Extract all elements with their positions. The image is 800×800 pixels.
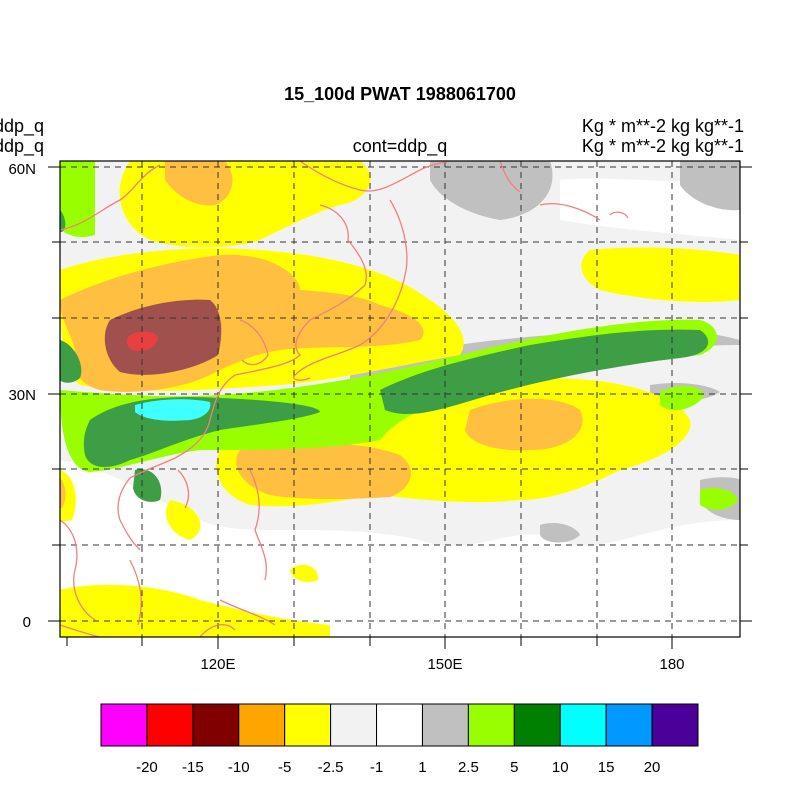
map-title: 15_100d PWAT 1988061700	[284, 84, 516, 104]
contour-field-label: cont=ddp_q	[352, 136, 448, 156]
coastline-indochina	[60, 519, 142, 626]
colorbar-label: 5	[510, 759, 518, 776]
lightgreen-east-patch	[700, 488, 738, 510]
coastline-sakhalin-japan	[293, 199, 408, 381]
lon-label-120e: 120E	[200, 656, 235, 673]
yellow-east-patch	[581, 247, 740, 302]
colorbar-swatch	[605, 703, 653, 747]
plot-frame	[59, 160, 741, 638]
lon-label-150e: 150E	[427, 656, 462, 673]
coastline-korea	[239, 319, 269, 366]
coastline-north-asia	[60, 161, 521, 231]
colorbar-label: 15	[598, 759, 615, 776]
coastline-east-asia	[117, 204, 367, 551]
coastlines	[60, 161, 629, 637]
colorbar-swatch	[421, 703, 469, 747]
gray-small-patch-1	[540, 523, 580, 543]
colorbar-label: 1	[418, 759, 426, 776]
gridlines	[60, 161, 740, 637]
gray-north-patch	[430, 161, 553, 220]
coastline-hainan	[177, 469, 190, 509]
colorbar-swatch	[238, 703, 286, 747]
gray-regions	[350, 161, 740, 543]
map-plot-area	[60, 161, 740, 637]
darkgreen-west-patch	[60, 340, 82, 383]
colorbar-swatch	[100, 703, 148, 747]
colorbar-label: -5	[278, 759, 291, 776]
yellow-small-patch	[166, 500, 201, 540]
colorbar-swatch	[559, 703, 607, 747]
colorbar-swatch	[146, 703, 194, 747]
colorbar-label: -2.5	[318, 759, 344, 776]
colorbar-label: -1	[370, 759, 383, 776]
colorbar: -20 -15 -10 -5 -2.5 -1 1 2.5 5 10 15 20	[100, 703, 699, 776]
darkgreen-band-east	[380, 329, 709, 415]
lightgreen-northwest-patch	[60, 161, 95, 238]
colorbar-swatch	[651, 703, 699, 747]
orange-mid-patch-2	[236, 443, 411, 500]
lat-label-0: 0	[23, 614, 31, 631]
colorbar-swatch	[513, 703, 561, 747]
right-units-label: Kg * m**-2 kg kg**-1	[581, 116, 744, 136]
gray-band-north	[350, 329, 740, 440]
right-contour-units-label: Kg * m**-2 kg kg**-1	[581, 136, 744, 156]
colorbar-label: 2.5	[458, 759, 479, 776]
colorbar-swatch	[330, 703, 378, 747]
colorbar-label: -20	[136, 759, 158, 776]
coastline-philippines-borneo	[199, 469, 276, 637]
colorbar-label: 20	[644, 759, 661, 776]
yellow-tiny-patch	[290, 564, 319, 582]
orange-north-patch	[165, 161, 233, 206]
tick-marks	[48, 166, 752, 649]
lat-label-60n: 60N	[8, 161, 36, 178]
lightgreen-mid-east-patch	[660, 385, 705, 411]
darkgreen-northwest-sliver	[60, 210, 66, 232]
neutral-south-region	[60, 460, 740, 637]
gray-northeast-patch	[680, 161, 740, 211]
colorbar-swatch	[376, 703, 423, 747]
colorbar-label: 10	[552, 759, 569, 776]
yellow-south-patch	[60, 584, 330, 637]
orange-mid-patch-1	[465, 398, 583, 451]
darkgreen-small-patch	[133, 469, 162, 502]
colorbar-swatch	[467, 703, 515, 747]
colorbar-swatch	[192, 703, 240, 747]
lon-label-180: 180	[659, 656, 684, 673]
orange-west-edge	[60, 478, 66, 508]
left-variable-label: ddp_q	[0, 116, 45, 136]
colorbar-label: -15	[182, 759, 204, 776]
yellow-west-edge	[60, 470, 76, 522]
lat-label-30n: 30N	[8, 387, 36, 404]
colorbar-label: -10	[228, 759, 250, 776]
left-contour-label: ddp_q	[0, 136, 45, 156]
colorbar-swatch	[284, 703, 332, 747]
cyan-patch	[135, 399, 211, 421]
coastline-aleutians	[539, 203, 629, 221]
